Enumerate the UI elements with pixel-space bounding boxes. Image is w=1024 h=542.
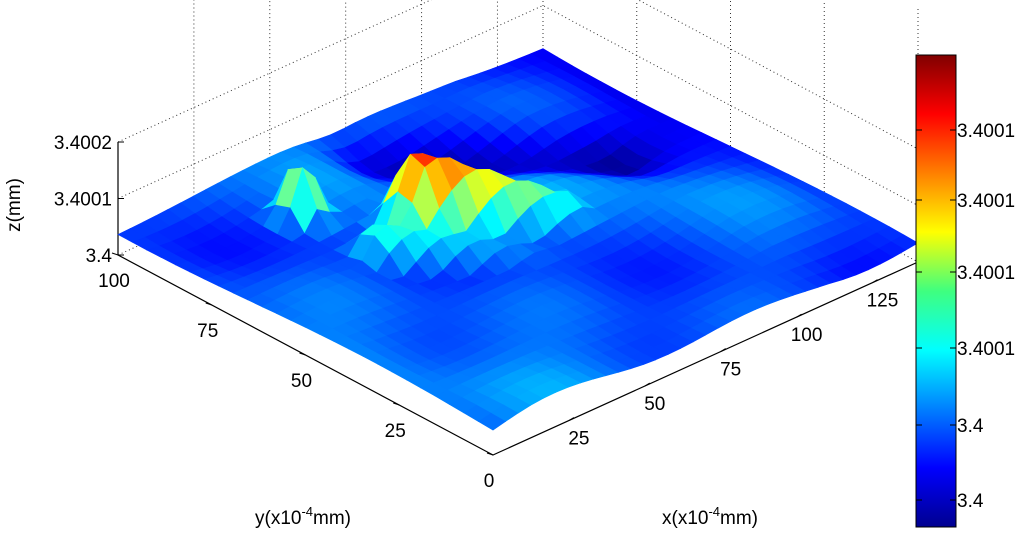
- colorbar-tick-label: 3.4: [957, 491, 984, 512]
- z-tick-label: 3.4001: [54, 190, 112, 211]
- y-tick-labels: 0 25 50 75 100: [98, 271, 494, 492]
- x-tick-label: 50: [644, 394, 665, 415]
- y-tick-label: 0: [484, 471, 495, 492]
- x-axis-label: x(x10-4mm): [662, 504, 758, 529]
- x-tick-label: 100: [791, 325, 823, 346]
- y-axis-label: y(x10-4mm): [255, 504, 351, 529]
- z-tick-label: 3.4: [86, 246, 113, 267]
- colorbar-tick-label: 3.4001: [957, 339, 1015, 360]
- y-tick-label: 100: [98, 271, 130, 292]
- axis-lines: [111, 141, 919, 456]
- z-tick-labels: 3.4 3.4001 3.4002: [54, 133, 113, 267]
- colorbar-tick-label: 3.4001: [957, 191, 1015, 212]
- y-tick-label: 50: [291, 371, 312, 392]
- z-tick-label: 3.4002: [54, 133, 112, 154]
- y-tick-label: 75: [197, 321, 218, 342]
- y-tick-label: 25: [385, 421, 406, 442]
- colorbar-tick-label: 3.4: [957, 416, 984, 437]
- z-axis-label: z(mm): [4, 178, 25, 232]
- x-tick-labels: 25 50 75 100 125: [568, 291, 898, 450]
- x-tick-label: 125: [867, 291, 899, 312]
- x-tick-label: 25: [568, 429, 589, 450]
- colorbar-tick-labels: 3.4001 3.4001 3.4001 3.4001 3.4 3.4: [916, 121, 1015, 512]
- surface-mesh: [117, 48, 919, 431]
- colorbar-tick-label: 3.4001: [957, 121, 1015, 142]
- x-tick-label: 75: [720, 360, 741, 381]
- colorbar: [915, 54, 957, 528]
- colorbar-tick-label: 3.4001: [957, 263, 1015, 284]
- surface-cell: [478, 412, 507, 431]
